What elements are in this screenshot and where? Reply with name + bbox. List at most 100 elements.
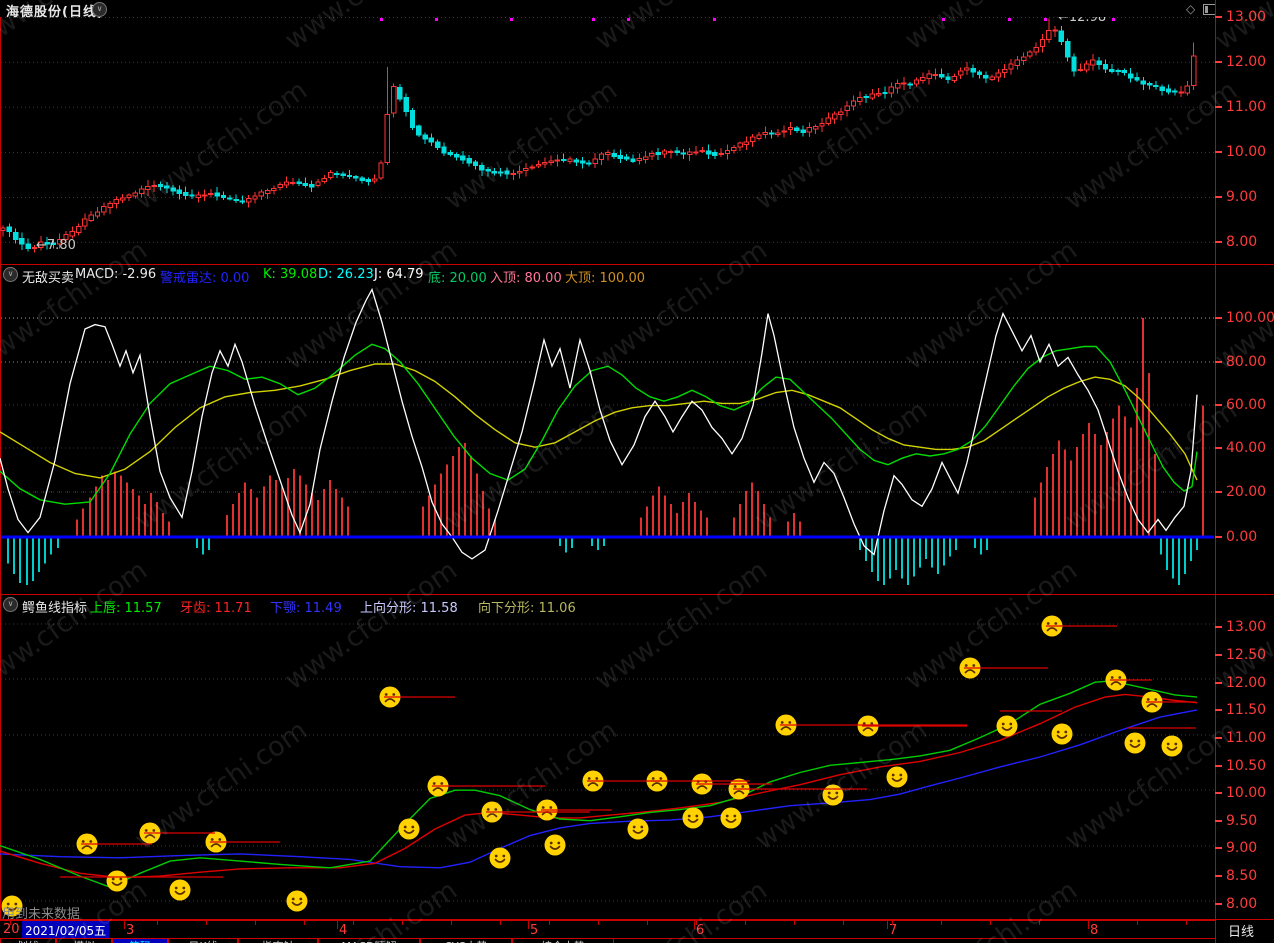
axis-tick <box>1215 16 1222 18</box>
smile-face-icon <box>627 818 649 840</box>
oscillator-chart[interactable] <box>0 265 1215 594</box>
month-tick <box>124 921 125 929</box>
axis-label-p1-0: 13.00 <box>1226 9 1267 25</box>
axis-label-p2-3: 40.00 <box>1226 440 1267 456</box>
period-label[interactable]: 日线 <box>1228 925 1255 940</box>
smile-face-icon <box>682 807 704 829</box>
axis-label-p3-5: 10.50 <box>1226 758 1267 774</box>
month-tick <box>887 921 888 929</box>
smile-face-icon <box>544 834 566 856</box>
toolbar-button-5[interactable]: MACD精解 <box>318 938 420 943</box>
smile-face-icon <box>1051 723 1073 745</box>
week-tick <box>451 921 452 925</box>
oscillator-header-item-8: 大顶: 100.00 <box>565 271 645 286</box>
smile-face-icon <box>1 895 23 917</box>
axis-tick <box>1215 361 1222 363</box>
magenta-mark <box>435 18 438 21</box>
chevron-down-icon[interactable]: ∨ <box>3 597 18 612</box>
axis-label-p2-4: 20.00 <box>1226 484 1267 500</box>
axis-tick <box>1215 903 1222 905</box>
week-tick <box>1186 921 1187 925</box>
magenta-mark <box>627 18 630 21</box>
axis-label-p3-7: 9.50 <box>1226 813 1258 829</box>
axis-label-p2-5: 0.00 <box>1226 529 1258 545</box>
oscillator-header-item-3: K: 39.08 <box>263 267 318 282</box>
chevron-down-icon[interactable]: ∨ <box>92 2 107 17</box>
week-tick <box>598 921 599 925</box>
magenta-mark <box>942 18 945 21</box>
magenta-mark <box>1008 18 1011 21</box>
magenta-mark <box>592 18 595 21</box>
future-data-warning: 用到未来数据 <box>2 907 81 922</box>
axis-label-p3-10: 8.00 <box>1226 896 1258 912</box>
month-label-8: 8 <box>1090 923 1099 938</box>
toolbar-button-0[interactable]: 划线 <box>0 938 56 943</box>
week-tick <box>402 921 403 925</box>
toolbar-button-3[interactable]: 日K线 <box>168 938 238 943</box>
week-tick <box>892 921 893 925</box>
axis-tick <box>1215 317 1222 319</box>
week-tick <box>647 921 648 925</box>
candles <box>0 18 1197 253</box>
week-tick <box>304 921 305 925</box>
month-label-4: 4 <box>339 923 348 938</box>
axis-tick <box>1215 241 1222 243</box>
axis-label-p3-3: 11.50 <box>1226 702 1267 718</box>
axis-tick <box>1215 447 1222 449</box>
month-label-3: 3 <box>126 923 135 938</box>
magenta-mark <box>1112 18 1115 21</box>
month-label-7: 7 <box>889 923 898 938</box>
axis-tick <box>1215 709 1222 711</box>
toolbar-button-1[interactable]: 模拟 <box>56 938 112 943</box>
candlestick-chart[interactable]: ←7.80 ←12.98 <box>0 17 1215 264</box>
axis-label-p2-2: 60.00 <box>1226 397 1267 413</box>
date-prefix: 20 <box>3 922 20 937</box>
alligator-chart[interactable] <box>0 595 1215 919</box>
axis-tick <box>1215 196 1222 198</box>
oscillator-header-item-6: 底: 20.00 <box>428 271 487 286</box>
axis-tick <box>1215 61 1222 63</box>
chart-left-border <box>0 17 1 920</box>
toolbar-button-2[interactable]: 筹码 <box>112 938 168 943</box>
magenta-mark <box>510 18 513 21</box>
axis-tick <box>1215 875 1222 877</box>
date-ruler[interactable]: 3 4 5 6 7 8 <box>0 920 1215 939</box>
axis-tick <box>1215 765 1222 767</box>
axis-tick <box>1215 106 1222 108</box>
week-tick <box>794 921 795 925</box>
week-tick <box>255 921 256 925</box>
axis-tick <box>1215 654 1222 656</box>
week-tick <box>941 921 942 925</box>
panel-divider <box>0 919 1274 920</box>
axis-label-p3-8: 9.00 <box>1226 840 1258 856</box>
magenta-mark <box>380 18 383 21</box>
axis-divider <box>1215 0 1216 943</box>
toolbar-button-6[interactable]: CYC大势 <box>420 938 512 943</box>
week-tick <box>843 921 844 925</box>
axis-label-p2-0: 100.00 <box>1226 310 1274 326</box>
month-tick <box>337 921 338 929</box>
week-tick <box>10 921 11 925</box>
alligator-header: ∨ 鳄鱼线指标 上唇: 11.57 牙齿: 11.71 下颚: 11.49 上向分形: … <box>0 596 1215 616</box>
toolbar-button-4[interactable]: 指南针 <box>238 938 318 943</box>
chevron-down-icon[interactable]: ∨ <box>3 267 18 282</box>
week-tick <box>745 921 746 925</box>
axis-label-p3-0: 13.00 <box>1226 619 1267 635</box>
oscillator-header: ∨ 无敌买卖 MACD: -2.96 警戒雷达: 0.00 K: 39.08 D: 26… <box>0 266 1215 286</box>
toolbar-button-7[interactable]: 综合大势 <box>512 938 614 943</box>
axis-label-p1-1: 12.00 <box>1226 54 1267 70</box>
week-tick <box>206 921 207 925</box>
month-tick <box>528 921 529 929</box>
axis-label-p1-3: 10.00 <box>1226 144 1267 160</box>
alligator-header-item-4: 上向分形: 11.58 <box>360 601 458 616</box>
week-tick <box>549 921 550 925</box>
month-tick <box>694 921 695 929</box>
current-date[interactable]: 2021/02/05五 <box>22 921 110 940</box>
panel-divider <box>0 594 1274 595</box>
magenta-mark <box>713 18 716 21</box>
smile-face-icon <box>1161 735 1183 757</box>
diamond-icon[interactable]: ◇ <box>1186 2 1196 16</box>
week-tick <box>1039 921 1040 925</box>
axis-label-p1-2: 11.00 <box>1226 99 1267 115</box>
